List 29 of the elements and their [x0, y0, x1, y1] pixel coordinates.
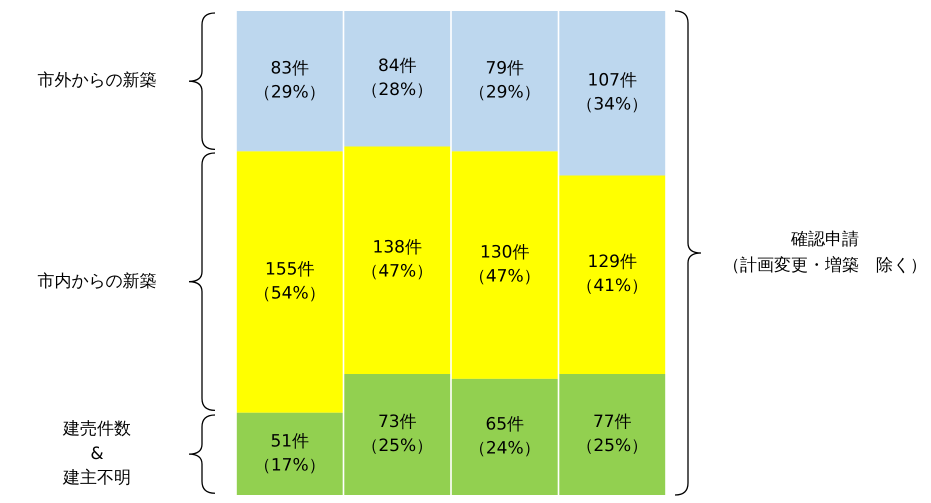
- data-label: 155件（54%）: [254, 259, 326, 304]
- bar: [344, 146, 450, 374]
- bar: [344, 11, 450, 147]
- data-label: 129件（41%）: [576, 252, 648, 296]
- bar: [452, 378, 558, 495]
- bar: [236, 412, 343, 495]
- text: （計画変更・増築 除く）: [723, 254, 927, 278]
- data-label: 77件（25%）: [576, 412, 648, 456]
- bar: [452, 11, 558, 152]
- text: 市外からの新築: [38, 70, 156, 93]
- bar: [559, 11, 666, 176]
- data-label: 138件（47%）: [361, 238, 434, 282]
- data-label: 130件（47%）: [468, 242, 541, 287]
- data-label: 65件（24%）: [468, 414, 541, 458]
- data-label: 73件（25%）: [361, 412, 434, 456]
- data-label: 107件（34%）: [576, 70, 648, 115]
- data-label: 51件（17%）: [254, 431, 326, 476]
- bar: [236, 151, 343, 413]
- bar: [559, 374, 666, 495]
- text: 市内からの新築: [38, 270, 156, 294]
- data-label: 83件（29%）: [254, 58, 326, 103]
- bar: [236, 11, 343, 152]
- text: 建売件数 & 建主不明: [63, 418, 131, 490]
- bar: [452, 151, 558, 379]
- bar: [559, 176, 666, 374]
- text: 確認申請: [791, 228, 859, 252]
- data-label: 79件（29%）: [468, 58, 541, 103]
- data-label: 84件（28%）: [361, 56, 434, 100]
- bar: [344, 374, 450, 495]
